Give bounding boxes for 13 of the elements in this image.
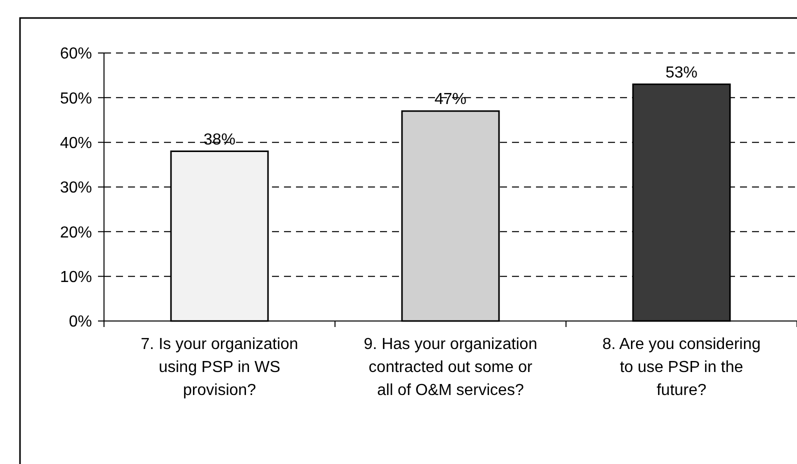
y-tick-label: 20%: [60, 224, 92, 242]
y-tick-label: 30%: [60, 180, 92, 197]
y-tick-label: 60%: [60, 46, 92, 63]
x-tick-label: 9. Has your organization contracted out some or all of O&M services?: [364, 336, 538, 399]
y-tick-label: 0%: [68, 314, 92, 331]
data-label: 47%: [434, 91, 467, 108]
y-tick-label: 50%: [60, 90, 92, 108]
y-tick-label: 40%: [60, 134, 92, 152]
y-tick-label: 10%: [60, 268, 92, 286]
x-tick-label: 7. Is your organization using PSP in WS provision?: [140, 336, 298, 399]
data-label: 38%: [203, 131, 236, 148]
data-label: 53%: [665, 64, 698, 82]
x-tick-label: 8. Are you considering to use PSP in the future?: [602, 336, 761, 399]
